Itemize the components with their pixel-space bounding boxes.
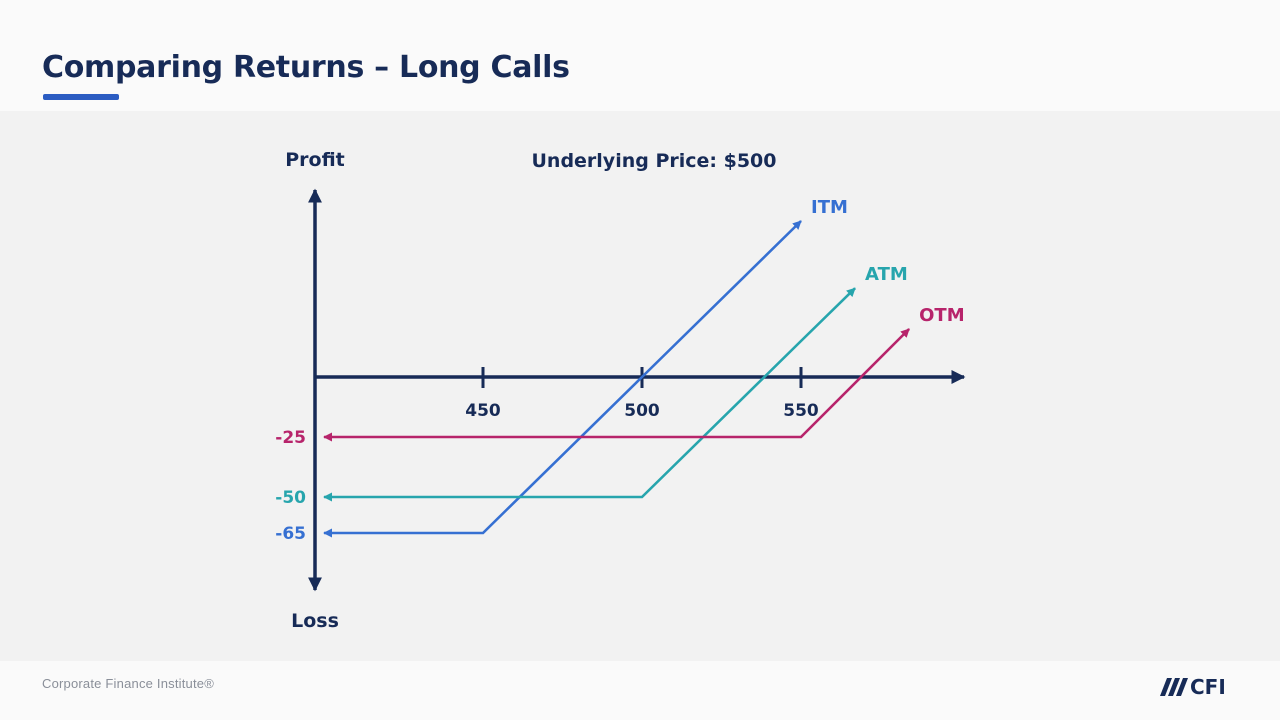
x-tick-label: 550 [783, 401, 819, 421]
series-line-atm [323, 287, 856, 502]
cfi-logo: CFI [1160, 675, 1226, 699]
footer-copyright: Corporate Finance Institute® [42, 676, 214, 691]
slide-title: Comparing Returns – Long Calls [42, 50, 570, 85]
x-tick-label: 500 [624, 401, 660, 421]
series-label-itm: ITM [811, 197, 848, 218]
y-value-label-itm: -65 [275, 524, 306, 544]
y-axis-label-profit: Profit [285, 149, 345, 171]
chart-title: Underlying Price: $500 [531, 150, 776, 172]
series-label-otm: OTM [919, 305, 965, 326]
x-tick-label: 450 [465, 401, 501, 421]
y-axis-label-loss: Loss [291, 610, 339, 632]
y-value-label-otm: -25 [275, 428, 306, 448]
slide-footer [0, 661, 1280, 720]
cfi-logo-mark-icon [1160, 678, 1188, 696]
y-value-label-atm: -50 [275, 488, 306, 508]
series-line-otm [323, 328, 911, 442]
series-label-atm: ATM [865, 264, 908, 285]
cfi-logo-text: CFI [1190, 675, 1226, 699]
title-underline [43, 94, 119, 100]
slide-header: Comparing Returns – Long Calls [0, 0, 1280, 111]
